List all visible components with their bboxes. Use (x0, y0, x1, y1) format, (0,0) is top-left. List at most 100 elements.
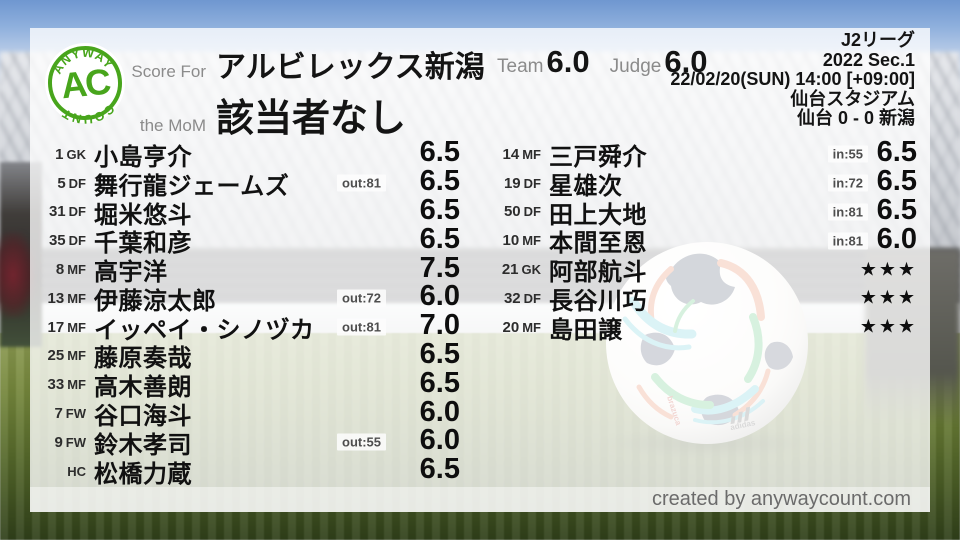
player-position: FW (65, 434, 86, 450)
player-rating-stars: ★★★ (859, 287, 917, 309)
player-number: 20 (502, 318, 520, 336)
player-position: DF (523, 175, 541, 191)
player-rating: 6.5 (419, 136, 460, 169)
player-number: 33 (47, 376, 65, 394)
footer-strip (30, 487, 930, 512)
player-number: 17 (47, 318, 65, 336)
team-score-value: 6.0 (546, 44, 590, 79)
player-name: 谷口海斗 (94, 403, 192, 431)
substitutes-column: 14 MF 三戸舜介 in:55 6.5 19 DF 星雄次 in:72 6.5 50 DF 田上大… (495, 136, 917, 344)
player-name: 星雄次 (549, 172, 623, 200)
credit-text: created by anywaycount.com (651, 488, 911, 510)
player-rating: 6.0 (876, 222, 917, 255)
player-position: GK (521, 262, 542, 278)
player-rating: 6.0 (419, 395, 460, 428)
player-rating-stars: ★★★ (859, 316, 917, 338)
white-translucent-panel (30, 28, 930, 512)
mom-label: the MoM (139, 116, 206, 135)
kickoff-datetime: 22/02/20(SUN) 14:00 [+09:00] (670, 69, 915, 89)
player-row: 25 MF 藤原奏哉 6.5 (40, 338, 460, 372)
player-rating-stars: ★★★ (859, 259, 917, 281)
player-row: 20 MF 島田譲 ★★★ (495, 313, 917, 344)
player-row: 13 MF 伊藤涼太郎 out:72 6.0 (40, 280, 460, 315)
player-name: 阿部航斗 (549, 259, 647, 287)
player-row: 14 MF 三戸舜介 in:55 6.5 (495, 136, 917, 171)
player-rating: 6.5 (419, 194, 460, 227)
player-position: DF (68, 175, 86, 191)
player-position: MF (522, 146, 541, 162)
substitution-badge: in:81 (827, 203, 868, 221)
player-position: HC (67, 463, 86, 479)
substitution-badge: out:81 (337, 318, 386, 336)
player-rating: 6.5 (419, 366, 460, 399)
player-number: 19 (503, 174, 521, 192)
score-summary: Team 6.0 Judge 6.0 (497, 44, 707, 80)
player-name: 高宇洋 (94, 259, 168, 287)
starters-column: 1 GK 小島亨介 6.5 5 DF 舞行龍ジェームズ out:81 6.5 31 DF 堀米悠斗… (40, 136, 460, 488)
player-number: 7 (54, 405, 63, 423)
final-score: 仙台 0 - 0 新潟 (796, 108, 915, 128)
player-name: 舞行龍ジェームズ (94, 172, 290, 200)
league-name: J2リーグ (840, 30, 915, 50)
player-number: 13 (47, 289, 65, 307)
player-row: 50 DF 田上大地 in:81 6.5 (495, 194, 917, 229)
player-number: 35 (48, 232, 66, 250)
player-rating: 7.0 (419, 309, 460, 342)
player-row: 10 MF 本間至恩 in:81 6.0 (495, 222, 917, 258)
player-row: 21 GK 阿部航斗 ★★★ (495, 255, 917, 287)
substitution-badge: in:81 (827, 232, 868, 250)
team-name: アルビレックス新潟 (216, 51, 485, 84)
substitution-badge: in:55 (827, 145, 868, 163)
player-number: 14 (502, 145, 520, 163)
judge-score-label: Judge (609, 56, 662, 77)
player-number: 5 (57, 174, 66, 192)
player-rating: 6.5 (419, 165, 460, 198)
substitution-badge: out:55 (337, 433, 386, 451)
player-rating: 6.5 (419, 453, 460, 486)
player-rating: 6.5 (419, 338, 460, 371)
player-number: 8 (55, 261, 65, 279)
player-row: 5 DF 舞行龍ジェームズ out:81 6.5 (40, 165, 460, 200)
player-rating: 6.5 (876, 165, 917, 198)
player-name: 千葉和彦 (94, 230, 192, 258)
player-rating: 6.0 (419, 280, 460, 313)
player-row: HC 松橋力蔵 6.5 (40, 453, 460, 488)
substitution-badge: out:72 (337, 289, 386, 307)
player-row: 7 FW 谷口海斗 6.0 (40, 395, 460, 431)
score-for-label: Score For (131, 62, 206, 81)
player-name: 小島亨介 (94, 143, 192, 171)
player-row: 17 MF イッペイ・シノヅカ out:81 7.0 (40, 309, 460, 344)
player-rating: 6.5 (876, 136, 917, 169)
player-row: 9 FW 鈴木孝司 out:55 6.0 (40, 425, 460, 459)
player-row: 35 DF 千葉和彦 6.5 (40, 222, 460, 258)
player-name: 松橋力蔵 (94, 460, 192, 488)
player-position: MF (67, 290, 86, 306)
player-position: DF (523, 290, 541, 306)
player-name: 高木善朗 (94, 374, 192, 402)
logo-monogram: AC (59, 60, 113, 106)
player-row: 33 MF 高木善朗 6.5 (40, 366, 460, 402)
season-round: 2022 Sec.1 (822, 49, 915, 70)
player-number: 10 (502, 232, 520, 250)
player-number: 31 (48, 203, 66, 221)
player-row: 32 DF 長谷川巧 ★★★ (495, 284, 917, 315)
judge-score-value: 6.0 (664, 44, 708, 79)
player-name: 田上大地 (549, 201, 647, 229)
player-name: 島田譲 (549, 316, 623, 344)
player-name: 藤原奏哉 (94, 345, 192, 373)
player-name: イッペイ・シノヅカ (94, 316, 315, 344)
team-score-label: Team (497, 56, 544, 77)
player-position: MF (522, 233, 541, 249)
player-number: 9 (54, 433, 63, 451)
player-number: 50 (503, 203, 521, 221)
venue: 仙台スタジアム (790, 88, 915, 109)
player-rating: 6.5 (419, 222, 460, 255)
player-row: 19 DF 星雄次 in:72 6.5 (495, 165, 917, 200)
player-row: 31 DF 堀米悠斗 6.5 (40, 194, 460, 228)
player-position: MF (67, 377, 86, 393)
player-number: 32 (503, 289, 521, 307)
player-name: 伊藤涼太郎 (94, 287, 217, 315)
player-rating: 7.5 (419, 251, 460, 284)
player-name: 本間至恩 (549, 230, 647, 258)
player-name: 三戸舜介 (549, 143, 647, 171)
